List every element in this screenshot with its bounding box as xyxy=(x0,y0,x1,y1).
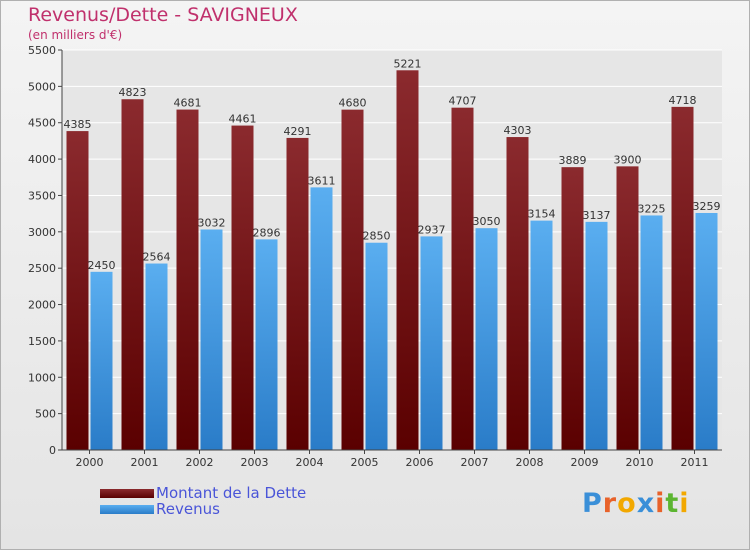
y-tick-label: 500 xyxy=(35,408,56,421)
x-tick-label: 2001 xyxy=(131,456,159,469)
bar-label-revenus: 2850 xyxy=(363,230,391,243)
x-tick-label: 2006 xyxy=(406,456,434,469)
bar-label-dette: 3900 xyxy=(614,153,642,166)
bar-label-revenus: 2450 xyxy=(88,259,116,272)
bar-label-revenus: 3259 xyxy=(693,200,721,213)
x-tick-label: 2007 xyxy=(461,456,489,469)
bar-dette xyxy=(506,137,529,450)
bar-dette xyxy=(451,107,474,450)
bar-dette xyxy=(121,99,144,451)
bar-revenus xyxy=(310,187,333,450)
legend-swatch-dette xyxy=(100,489,154,498)
logo-letter: x xyxy=(636,488,656,519)
bar-revenus xyxy=(530,220,553,450)
legend-label-dette: Montant de la Dette xyxy=(156,484,307,502)
bar-revenus xyxy=(585,221,608,450)
y-tick-label: 3500 xyxy=(28,189,56,202)
bar-dette xyxy=(396,70,419,451)
bar-label-revenus: 2896 xyxy=(253,226,281,239)
bar-revenus xyxy=(695,212,718,450)
y-tick-label: 0 xyxy=(49,444,56,457)
bar-label-dette: 4680 xyxy=(339,97,367,110)
bar-revenus xyxy=(200,229,223,450)
bar-label-dette: 4707 xyxy=(449,95,477,108)
x-tick-label: 2011 xyxy=(681,456,709,469)
bar-revenus xyxy=(420,236,443,450)
y-tick-label: 5500 xyxy=(28,44,56,57)
y-tick-label: 1000 xyxy=(28,371,56,384)
y-tick-label: 1500 xyxy=(28,335,56,348)
bar-label-revenus: 3154 xyxy=(528,208,556,221)
logo-letter: P xyxy=(582,488,603,519)
y-tick-label: 2000 xyxy=(28,299,56,312)
bar-dette xyxy=(286,137,309,450)
bar-dette xyxy=(616,166,639,450)
bar-label-dette: 4303 xyxy=(504,124,532,137)
y-tick-label: 4000 xyxy=(28,153,56,166)
bar-label-revenus: 3050 xyxy=(473,215,501,228)
legend-label-revenus: Revenus xyxy=(156,500,220,518)
proxiti-logo: Proxiti xyxy=(582,488,690,519)
bar-label-dette: 4681 xyxy=(174,97,202,110)
x-tick-label: 2003 xyxy=(241,456,269,469)
x-tick-label: 2009 xyxy=(571,456,599,469)
bar-dette xyxy=(231,125,254,451)
bar-label-revenus: 3225 xyxy=(638,202,666,215)
bar-label-dette: 4291 xyxy=(284,125,312,138)
bar-revenus xyxy=(365,242,388,450)
bar-label-revenus: 2937 xyxy=(418,223,446,236)
plot-area xyxy=(62,50,722,450)
bar-revenus xyxy=(145,263,168,450)
x-tick-label: 2002 xyxy=(186,456,214,469)
bar-revenus xyxy=(90,271,113,450)
legend-swatch-revenus xyxy=(100,505,154,514)
x-tick-label: 2004 xyxy=(296,456,324,469)
bar-label-revenus: 3137 xyxy=(583,209,611,222)
x-tick-label: 2010 xyxy=(626,456,654,469)
y-tick-label: 2500 xyxy=(28,262,56,275)
logo-letter: t xyxy=(665,488,680,519)
bar-label-dette: 4385 xyxy=(64,118,92,131)
bar-label-revenus: 3611 xyxy=(308,174,336,187)
bar-dette xyxy=(176,109,199,451)
logo-letter: o xyxy=(617,488,637,519)
bar-revenus xyxy=(640,215,663,450)
y-tick-label: 3000 xyxy=(28,226,56,239)
y-tick-label: 5000 xyxy=(28,80,56,93)
y-tick-label: 4500 xyxy=(28,117,56,130)
bar-dette xyxy=(341,109,364,451)
bar-dette xyxy=(561,167,584,450)
bar-revenus xyxy=(475,228,498,450)
bar-label-dette: 5221 xyxy=(394,57,422,70)
logo-letter: i xyxy=(679,488,690,519)
bar-label-dette: 4461 xyxy=(229,113,257,126)
logo-letter: i xyxy=(655,488,666,519)
bar-label-revenus: 2564 xyxy=(143,251,171,264)
logo-letter: r xyxy=(602,488,618,519)
x-tick-label: 2008 xyxy=(516,456,544,469)
bar-label-dette: 4823 xyxy=(119,86,147,99)
x-tick-label: 2000 xyxy=(76,456,104,469)
chart-subtitle: (en milliers d'€) xyxy=(28,28,123,42)
x-tick-label: 2005 xyxy=(351,456,379,469)
chart-title: Revenus/Dette - SAVIGNEUX xyxy=(28,4,298,26)
bar-label-revenus: 3032 xyxy=(198,216,226,229)
bar-label-dette: 4718 xyxy=(669,94,697,107)
bar-dette xyxy=(671,106,694,450)
bar-dette xyxy=(66,131,89,450)
bar-label-dette: 3889 xyxy=(559,154,587,167)
bar-revenus xyxy=(255,239,278,450)
